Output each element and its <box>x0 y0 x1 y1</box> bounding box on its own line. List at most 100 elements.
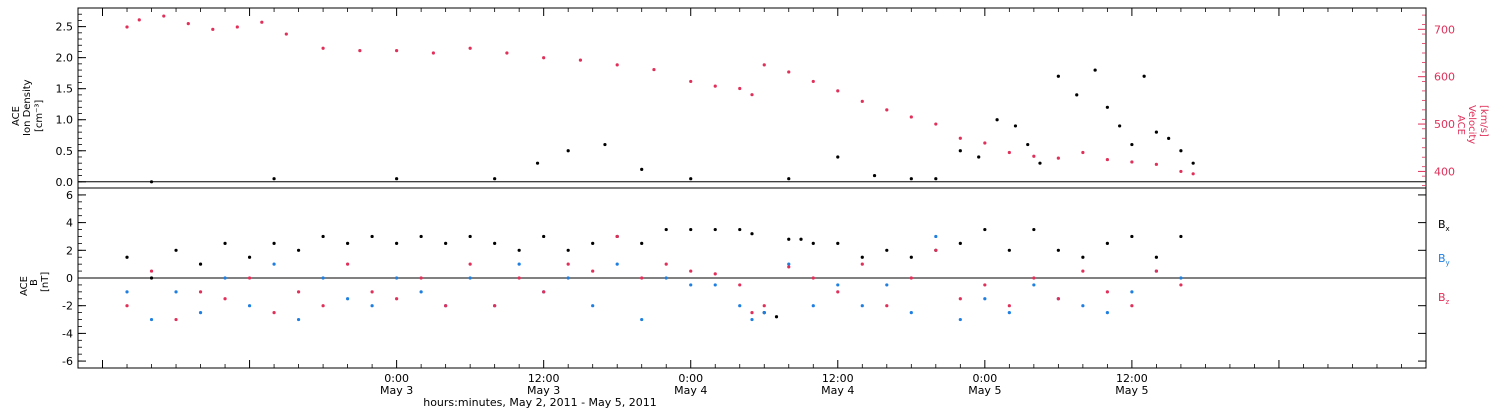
by-point <box>223 276 227 280</box>
bx-point <box>1081 255 1085 259</box>
velocity-point <box>235 25 239 29</box>
series-bx-points <box>125 227 1183 319</box>
bx-point <box>1032 227 1036 232</box>
by-point <box>149 317 154 322</box>
velocity-point <box>162 14 166 18</box>
velocity-point <box>750 93 754 97</box>
by-point <box>419 290 423 294</box>
velocity-point <box>738 86 742 91</box>
bz-point <box>934 248 938 252</box>
bz-point <box>811 276 815 280</box>
velocity-point <box>578 58 583 62</box>
velocity-point <box>1191 172 1195 176</box>
bz-point <box>149 269 154 273</box>
bx-point <box>468 234 472 239</box>
velocity-point <box>284 32 288 36</box>
velocity-point <box>787 70 791 74</box>
bx-point <box>713 227 717 232</box>
bx-point <box>1056 248 1060 252</box>
density-point <box>535 161 540 165</box>
density-point <box>1075 93 1079 97</box>
by-point <box>247 304 252 308</box>
velocity-tick-label: 500 <box>1434 118 1455 131</box>
density-point <box>836 155 840 159</box>
bx-point <box>493 241 497 245</box>
density-point <box>1056 74 1060 78</box>
bx-point <box>1105 241 1109 245</box>
time-tick-label: 0:00 <box>384 372 409 385</box>
bx-point <box>860 255 864 259</box>
top-plot-frame <box>77 7 1427 189</box>
bz-point <box>1105 290 1109 294</box>
bz-point <box>566 262 570 266</box>
by-point <box>370 304 374 308</box>
bz-point <box>836 290 840 294</box>
bz-point <box>909 276 913 280</box>
bx-point <box>885 248 889 252</box>
field-axis-label-line3: [nT] <box>40 272 51 292</box>
time-axis-label: hours:minutes, May 2, 2011 - May 5, 2011 <box>423 396 657 409</box>
density-point <box>689 177 693 181</box>
field-axis-ticks: -6 -4 -2 0 2 4 6 <box>62 189 1426 368</box>
density-point <box>995 118 999 122</box>
velocity-point <box>860 99 864 103</box>
density-tick-label: 2.5 <box>56 21 74 34</box>
bz-point <box>664 262 668 266</box>
by-point <box>321 276 325 280</box>
by-point <box>860 304 864 308</box>
by-point <box>615 262 619 266</box>
bx-point <box>750 232 754 236</box>
time-tick-label: 12:00 <box>528 372 560 385</box>
bottom-data-marks <box>78 227 1426 322</box>
density-point <box>149 180 154 184</box>
bz-point <box>738 283 742 287</box>
bz-point <box>419 276 423 280</box>
ion-density-velocity-panel: 0.0 0.5 1.0 1.5 2.0 2.5 400 500 600 700 ACE Ion … <box>11 7 1489 189</box>
density-axis-ticks: 0.0 0.5 1.0 1.5 2.0 2.5 <box>56 13 86 189</box>
legend-by-text: By <box>1438 252 1450 267</box>
velocity-point <box>983 141 987 145</box>
top-data-marks <box>78 14 1426 184</box>
density-tick-label: 2.0 <box>56 52 74 65</box>
series-velocity-points <box>125 14 1195 176</box>
velocity-point <box>836 89 840 93</box>
bz-point <box>247 276 252 280</box>
bz-point <box>370 290 374 294</box>
bx-point <box>542 234 546 239</box>
bz-point <box>125 304 129 308</box>
density-tick-label: 1.0 <box>56 114 74 127</box>
by-point <box>885 283 889 287</box>
by-point <box>909 311 913 315</box>
by-point <box>664 276 668 280</box>
velocity-point <box>1179 169 1183 174</box>
bx-point <box>836 241 840 245</box>
density-axis-label-line3: [cm⁻³] <box>34 100 45 132</box>
bz-point <box>762 304 766 308</box>
bx-point <box>346 241 350 245</box>
density-point <box>1013 124 1018 128</box>
bz-point <box>1081 269 1085 273</box>
velocity-tick-label: 600 <box>1434 71 1455 84</box>
bx-point <box>738 227 742 232</box>
velocity-axis-ticks: 400 500 600 700 <box>1418 14 1455 187</box>
density-point <box>1191 161 1195 165</box>
legend-bx: Bx <box>1438 218 1450 233</box>
velocity-tick-label: 400 <box>1434 165 1455 178</box>
density-point <box>603 142 607 147</box>
density-point <box>909 177 913 181</box>
bx-point <box>664 227 668 232</box>
density-point <box>958 149 962 153</box>
bx-point <box>395 241 399 245</box>
velocity-point <box>762 63 766 67</box>
bz-point <box>689 269 693 273</box>
density-axis-label-line2: Ion Density <box>22 79 33 136</box>
density-point <box>977 155 981 159</box>
bz-point <box>321 304 325 308</box>
by-point <box>1179 276 1183 280</box>
field-tick-label: 4 <box>66 217 73 230</box>
by-point <box>1081 304 1085 308</box>
time-tick-label: 12:00 <box>822 372 854 385</box>
by-point <box>125 290 129 294</box>
bx-point <box>517 248 521 252</box>
